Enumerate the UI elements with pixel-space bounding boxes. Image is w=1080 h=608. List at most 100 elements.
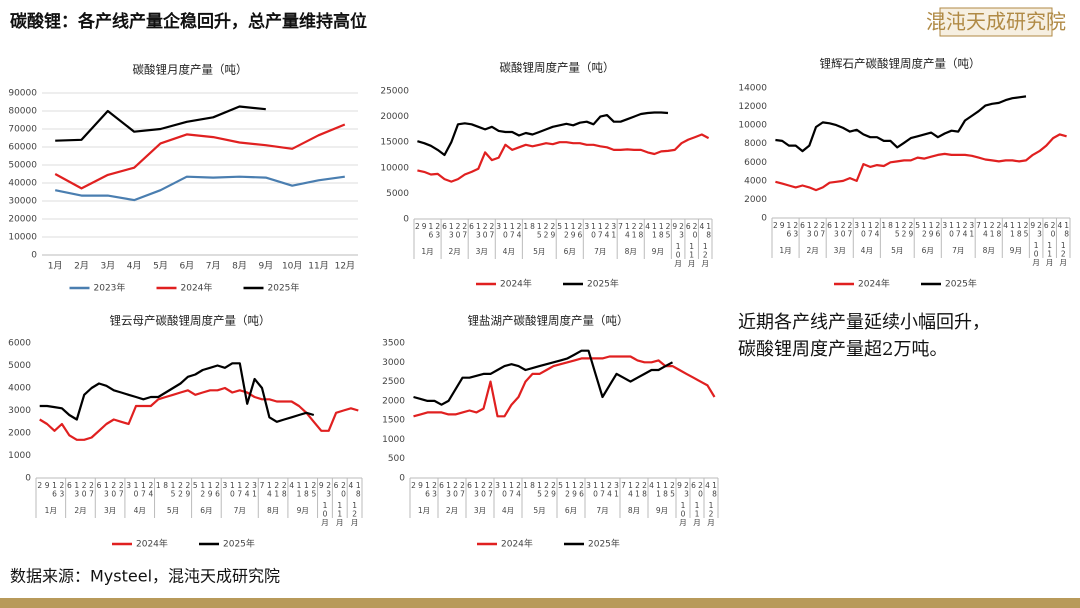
y-tick-label: 6000	[744, 158, 767, 168]
y-tick-label: 12000	[738, 102, 767, 112]
x-tick-label: 6	[442, 222, 447, 231]
x-group-label: 7月	[596, 506, 608, 515]
x-group-label: 6月	[922, 246, 934, 255]
series-line	[417, 133, 710, 183]
x-tick-label: 8	[530, 222, 535, 231]
legend-label: 2024年	[136, 538, 168, 550]
y-tick-label: 3000	[8, 406, 31, 416]
x-tick-label: 6	[67, 481, 72, 490]
y-tick-label: 0	[399, 474, 405, 484]
note-line: 近期各产线产量延续小幅回升，	[738, 312, 990, 333]
x-tick-label: 3	[496, 222, 501, 231]
x-tick-label: 2	[415, 222, 420, 231]
x-tick-label: 12月	[335, 261, 355, 272]
x-tick-label: 3	[854, 221, 859, 230]
x-tick-label: 6	[1044, 221, 1049, 230]
x-group-label: 6月	[565, 506, 577, 515]
series-line	[54, 175, 345, 202]
series-line	[54, 123, 346, 190]
x-group-label: 6月	[200, 506, 212, 515]
y-tick-label: 20000	[8, 215, 37, 225]
y-tick-label: 2000	[8, 429, 31, 439]
x-group-label: 5月	[167, 506, 179, 515]
y-tick-label: 70000	[8, 125, 37, 135]
series-line	[775, 133, 1067, 192]
x-tick-label: 9月	[258, 261, 273, 272]
x-tick-label: 4月	[127, 261, 142, 272]
y-tick-label: 30000	[8, 197, 37, 207]
x-tick-label: 6	[800, 221, 805, 230]
x-tick-label: 8	[163, 481, 168, 490]
x-tick-label: 9	[45, 481, 50, 490]
y-tick-label: 4000	[8, 384, 31, 394]
note-line: 碳酸锂周度产量超2万吨。	[738, 339, 947, 360]
x-tick-label: 5月	[153, 261, 168, 272]
legend-label: 2025年	[223, 538, 255, 550]
x-group-label: 9月	[656, 506, 668, 515]
x-tick-label: 6	[469, 222, 474, 231]
y-tick-label: 500	[388, 454, 405, 464]
x-tick-label: 5	[557, 222, 562, 231]
x-group-label: 1月	[418, 506, 430, 515]
x-tick-label: 7	[618, 222, 623, 231]
x-group-label: 5月	[891, 246, 903, 255]
x-tick-label: 5	[915, 221, 920, 230]
x-tick-label: 7	[260, 481, 265, 490]
chart-title: 锂辉石产碳酸锂周度产量（吨）	[820, 57, 981, 71]
x-tick-label: 6	[686, 222, 691, 231]
x-tick-label: 4	[649, 481, 654, 490]
y-tick-label: 80000	[8, 107, 37, 117]
chart-title: 碳酸锂月度产量（吨）	[133, 63, 248, 77]
x-group-label: 3月	[474, 506, 486, 515]
logo-box	[939, 7, 1053, 37]
source: 数据来源：Mysteel，混沌天成研究院	[10, 567, 280, 586]
x-tick-label: 2	[411, 481, 416, 490]
x-tick-label: 7月	[206, 261, 221, 272]
x-tick-label: 6	[439, 481, 444, 490]
x-group-label: 6月	[564, 247, 576, 256]
x-tick-label: 3	[495, 481, 500, 490]
y-tick-label: 0	[25, 474, 31, 484]
x-group-label: 4月	[861, 246, 873, 255]
x-group-label: 1月	[45, 506, 57, 515]
